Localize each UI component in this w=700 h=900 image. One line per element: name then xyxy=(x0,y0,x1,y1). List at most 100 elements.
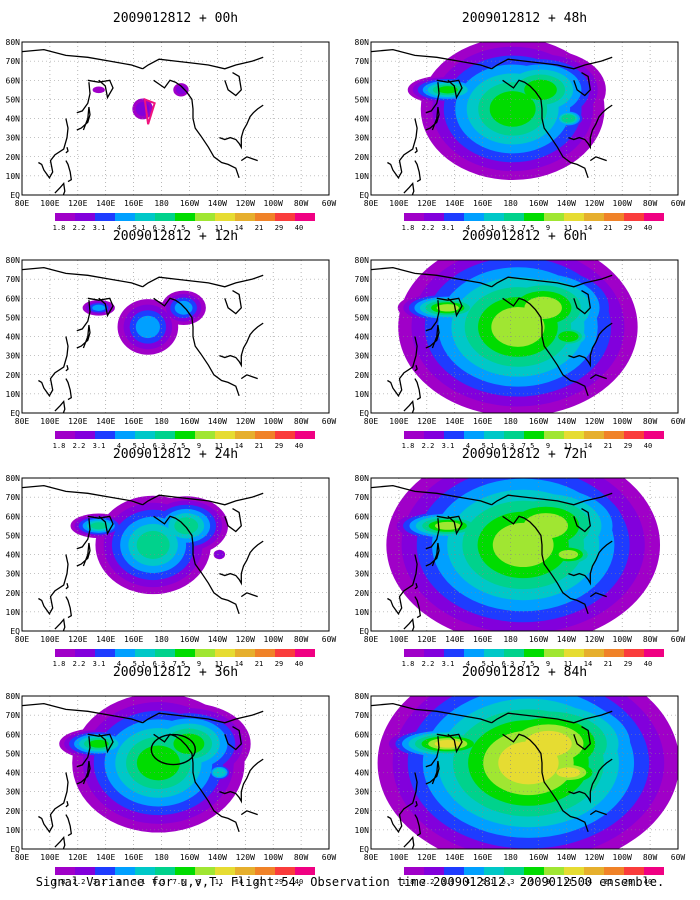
lon-label: 160W xyxy=(529,417,548,426)
lat-label: 60N xyxy=(355,294,370,303)
coastline xyxy=(502,733,589,833)
colorbar-swatch xyxy=(235,213,255,221)
colorbar-swatch xyxy=(444,431,464,439)
coastline xyxy=(573,726,591,751)
lon-label: 120E xyxy=(68,853,87,862)
lat-label: 60N xyxy=(355,76,370,85)
map-panel: 2009012812 + 36h 80N 70N 60N 50N 40N 30N 20N 10N… xyxy=(6,665,337,886)
coastline xyxy=(54,835,66,849)
variance-field xyxy=(92,83,189,120)
coastline xyxy=(142,56,264,70)
lat-label: 40N xyxy=(355,333,370,342)
colorbar-label: 14 xyxy=(235,660,243,668)
lat-label: 40N xyxy=(355,769,370,778)
lon-label: 180 xyxy=(503,199,518,208)
colorbar-swatch xyxy=(464,431,484,439)
lon-label: 80E xyxy=(15,853,30,862)
lon-label: 100E xyxy=(389,635,408,644)
coastline xyxy=(219,540,264,586)
lon-label: 160E xyxy=(124,199,143,208)
lat-label: 20N xyxy=(6,371,21,380)
lon-label: 160W xyxy=(180,199,199,208)
coastline xyxy=(414,801,418,808)
coastline xyxy=(240,810,258,816)
lat-label: 50N xyxy=(355,531,370,540)
contour-fill xyxy=(491,307,545,347)
colorbar-label: 2.2 xyxy=(422,442,435,450)
lat-label: 50N xyxy=(355,95,370,104)
lon-label: 140E xyxy=(96,853,115,862)
colorbar-label: 7.5 xyxy=(173,224,186,232)
coastline xyxy=(76,542,91,567)
colorbar-label: 9 xyxy=(197,224,201,232)
coastline xyxy=(425,82,440,114)
coastline xyxy=(436,297,463,318)
colorbar-swatch xyxy=(75,867,95,875)
colorbar-label: 11 xyxy=(215,442,223,450)
colorbar-swatch xyxy=(444,649,464,657)
target-region xyxy=(143,97,156,125)
coastline xyxy=(153,79,240,179)
colorbar-label: 11 xyxy=(215,878,223,886)
colorbar-label: 29 xyxy=(624,224,632,232)
colorbar-label: 2.2 xyxy=(73,442,86,450)
coastline xyxy=(224,72,242,97)
lon-label: 160E xyxy=(473,199,492,208)
lon-label: 80W xyxy=(643,635,658,644)
colorbar-swatch xyxy=(564,867,584,875)
coastline xyxy=(414,596,422,619)
colorbar-swatch xyxy=(644,649,664,657)
colorbar-label: 21 xyxy=(255,878,263,886)
lon-label: 120W xyxy=(236,635,255,644)
lat-label: 50N xyxy=(6,531,21,540)
colorbar-label: 4 xyxy=(117,878,121,886)
lat-label: 20N xyxy=(355,371,370,380)
coastline xyxy=(425,542,440,567)
coastline xyxy=(219,322,264,368)
lon-label: 140E xyxy=(445,853,464,862)
lon-label: 80E xyxy=(364,635,379,644)
colorbar-swatch xyxy=(155,431,175,439)
colorbar-swatch xyxy=(115,867,135,875)
coastline xyxy=(403,181,415,195)
contour-fill xyxy=(136,745,180,781)
coastline xyxy=(240,156,258,162)
coastlines xyxy=(371,48,613,195)
colorbar-label: 14 xyxy=(235,224,243,232)
colorbar-label: 1.8 xyxy=(53,878,66,886)
coastline xyxy=(224,726,242,751)
contour-fill xyxy=(437,86,458,94)
colorbar-label: 2.2 xyxy=(73,660,86,668)
coastline xyxy=(387,336,418,398)
colorbar-swatch xyxy=(135,867,155,875)
lon-label: 80E xyxy=(364,199,379,208)
lat-label: 40N xyxy=(355,115,370,124)
colorbar-label: 6.3 xyxy=(153,878,166,886)
colorbar-label: 29 xyxy=(624,878,632,886)
colorbar-swatch xyxy=(255,867,275,875)
lat-label: 40N xyxy=(6,551,21,560)
coastline xyxy=(491,56,613,70)
map-frame xyxy=(370,477,679,632)
colorbar-swatch xyxy=(55,213,75,221)
contour-fill xyxy=(561,114,576,123)
coastline xyxy=(573,508,591,533)
coastline xyxy=(87,297,114,318)
lat-label: 70N xyxy=(355,57,370,66)
colorbar-swatch xyxy=(275,649,295,657)
coastline xyxy=(65,596,73,619)
coastline xyxy=(414,583,418,590)
colorbar-label: 1.8 xyxy=(402,224,415,232)
lon-label: 120W xyxy=(236,199,255,208)
map-frame xyxy=(21,41,330,196)
coastline xyxy=(38,336,69,398)
contour-fill xyxy=(92,304,106,311)
colorbar-swatch xyxy=(424,431,444,439)
lon-label: 100E xyxy=(389,199,408,208)
colorbar-swatch xyxy=(275,431,295,439)
lat-label: 30N xyxy=(355,570,370,579)
colorbar-swatch xyxy=(195,649,215,657)
lon-label: 140E xyxy=(96,635,115,644)
colorbar-swatch xyxy=(404,431,424,439)
coastline xyxy=(436,733,463,754)
